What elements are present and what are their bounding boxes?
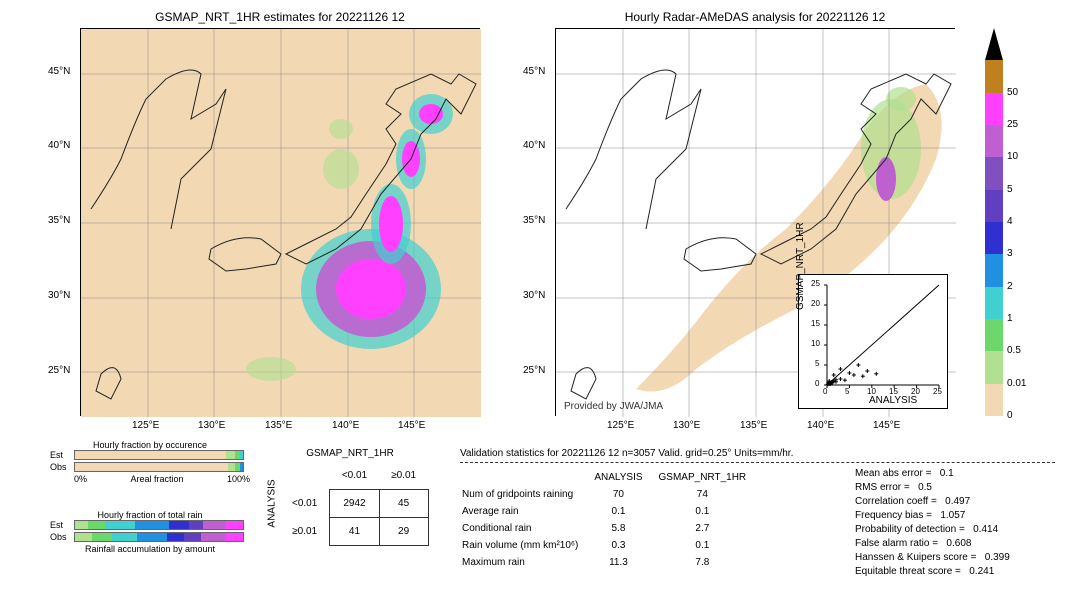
occurrence-title: Hourly fraction by occurence bbox=[50, 440, 250, 450]
stats-title: Validation statistics for 20221126 12 n=… bbox=[460, 448, 793, 459]
contingency-col-header: GSMAP_NRT_1HR bbox=[285, 448, 415, 459]
contingency-row-header: ANALYSIS bbox=[267, 479, 278, 527]
scatter-ylabel: GSMAP_NRT_1HR bbox=[795, 220, 806, 310]
scatter-xlabel: ANALYSIS bbox=[869, 395, 917, 406]
root: GSMAP_NRT_1HR estimates for 20221126 12 bbox=[0, 0, 1080, 612]
stats-table: ANALYSISGSMAP_NRT_1HR Num of gridpoints … bbox=[460, 468, 762, 572]
map2-title: Hourly Radar-AMeDAS analysis for 2022112… bbox=[555, 10, 955, 24]
scatter-inset: ANALYSIS GSMAP_NRT_1HR 0 5 10 15 20 25 0… bbox=[798, 274, 948, 409]
map1-svg bbox=[81, 29, 481, 417]
rain-chart: Hourly fraction of total rain EstObs Rai… bbox=[50, 510, 250, 554]
stats-metrics: Mean abs error = 0.1RMS error = 0.5Corre… bbox=[855, 468, 1010, 580]
map1-title: GSMAP_NRT_1HR estimates for 20221126 12 bbox=[80, 10, 480, 24]
rain-title: Hourly fraction of total rain bbox=[50, 510, 250, 520]
stats-divider bbox=[460, 462, 1055, 463]
map1-panel bbox=[80, 28, 480, 416]
map2-panel: Provided by JWA/JMA ANALYSIS GSMAP_NRT_1… bbox=[555, 28, 955, 416]
colorbar: 00.010.512345102550 bbox=[985, 28, 1003, 416]
contingency-table: <0.01≥0.01 <0.01294245 ≥0.014129 bbox=[280, 462, 429, 546]
rain-footer: Rainfall accumulation by amount bbox=[50, 544, 250, 554]
map2-attribution: Provided by JWA/JMA bbox=[564, 401, 663, 412]
occurrence-chart: Hourly fraction by occurence EstObs 0% A… bbox=[50, 440, 250, 484]
